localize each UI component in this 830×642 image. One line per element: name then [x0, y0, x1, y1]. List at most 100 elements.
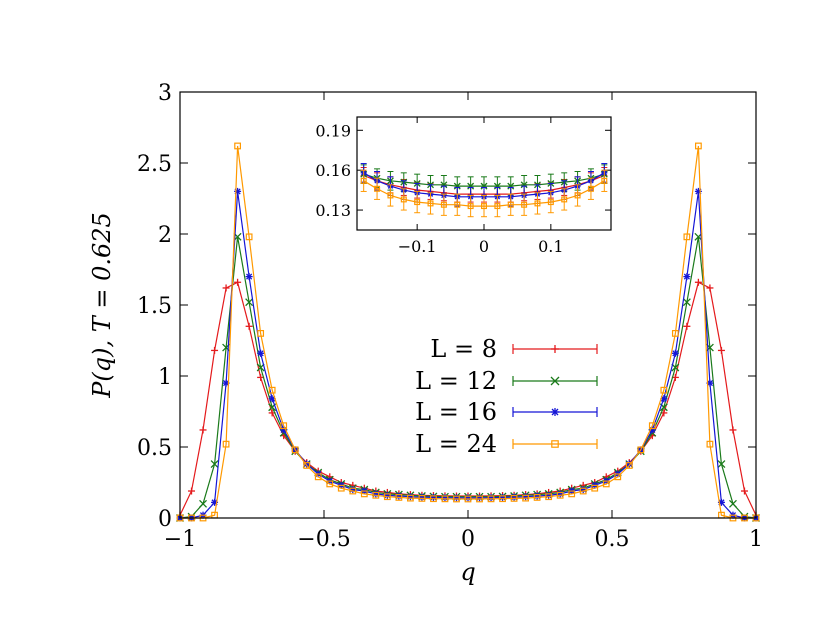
y-tick-label: 2 [158, 223, 172, 248]
inset-y-tick-label: 0.16 [315, 161, 351, 180]
inset-data-point [414, 199, 421, 206]
data-point [694, 187, 702, 195]
data-point [280, 422, 288, 430]
data-point [407, 494, 414, 502]
inset-data-point [440, 181, 448, 189]
data-point [682, 298, 691, 307]
data-point [245, 322, 253, 330]
data-point [257, 349, 265, 357]
data-point [326, 480, 334, 488]
data-point [337, 484, 345, 492]
data-point [291, 446, 299, 454]
inset-data-point [587, 185, 594, 192]
inset-error-bar [481, 194, 487, 218]
x-tick-label: 0 [461, 527, 475, 552]
inset-error-bar [587, 177, 594, 200]
data-point [234, 187, 242, 195]
main-plot: 0 0.5 1 1.5 2 2.5 3 −1 −0.5 0 0.5 1 q P(q), T = 0.625 [88, 81, 763, 586]
data-point [602, 480, 610, 488]
data-point [545, 493, 553, 501]
data-point [660, 386, 668, 394]
inset-data-point [360, 177, 367, 184]
data-point [199, 426, 207, 434]
legend-label: L = 12 [415, 367, 497, 395]
data-point [729, 499, 737, 508]
plot-frame [179, 91, 757, 519]
inset-frame [356, 116, 612, 231]
data-point [211, 346, 219, 354]
y-tick-label: 2.5 [137, 152, 172, 177]
inset-data-point [387, 192, 394, 199]
data-point [210, 460, 219, 468]
data-point [556, 491, 564, 499]
inset-data-point [574, 192, 581, 199]
legend-marker [551, 408, 559, 416]
inset-error-bar [467, 194, 474, 218]
inset-x-tick-label: 0 [479, 237, 489, 256]
series-l24 [176, 142, 760, 522]
data-point [199, 499, 207, 508]
x-tick-label: −1 [164, 527, 196, 552]
data-point [360, 490, 368, 498]
data-point [245, 298, 254, 307]
inset-error-bar [374, 177, 381, 200]
inset-data-point [493, 182, 501, 190]
data-point [625, 462, 633, 469]
data-point [418, 495, 426, 502]
data-point [510, 495, 518, 502]
data-point [188, 487, 196, 495]
inset-data-point [601, 177, 608, 184]
inset-error-bar [521, 193, 528, 216]
data-point [441, 495, 449, 503]
inset-error-bar [494, 194, 501, 218]
y-axis-label: P(q), T = 0.625 [88, 212, 116, 399]
data-point [648, 422, 656, 430]
data-point [533, 494, 541, 501]
legend-label: L = 8 [430, 335, 497, 363]
data-point [487, 495, 495, 503]
data-point [729, 426, 737, 434]
data-point [694, 142, 702, 150]
y-tick-label: 0 [158, 507, 172, 532]
inset-data-point [507, 182, 515, 190]
legend-entry: L = 12 [415, 367, 598, 395]
data-point [234, 278, 242, 286]
data-point [740, 487, 748, 495]
data-point [614, 473, 622, 481]
inset-data-point [480, 182, 488, 190]
data-point [637, 446, 645, 454]
inset-error-bar [360, 169, 367, 192]
legend-marker [551, 345, 559, 353]
data-point [683, 322, 691, 330]
y-tick-label: 3 [158, 81, 172, 106]
inset-data-point [521, 201, 528, 208]
data-point [522, 494, 529, 502]
data-point [314, 473, 322, 481]
inset-x-tick-label: 0.1 [538, 237, 563, 256]
inset-plot: 0.13 0.16 0.19 −0.1 0 0.1 [315, 116, 612, 256]
legend-entry: L = 8 [430, 335, 598, 363]
data-point [257, 330, 265, 337]
legend-label: L = 24 [415, 430, 497, 458]
data-point [568, 490, 576, 498]
x-tick-label: 1 [749, 527, 763, 552]
data-point [671, 349, 679, 357]
data-point [717, 346, 725, 354]
data-point [372, 491, 380, 499]
inset-data-point [400, 196, 407, 203]
legend-entry: L = 24 [415, 430, 598, 458]
y-tick-label: 0.5 [137, 436, 172, 461]
inset-y-tick-label: 0.13 [315, 201, 351, 220]
data-point [717, 460, 726, 468]
data-point [256, 363, 265, 372]
inset-error-bar [507, 193, 514, 216]
data-point [671, 363, 680, 372]
data-point [245, 233, 253, 241]
inset-error-bar [547, 190, 554, 214]
inset-error-bar [454, 193, 461, 216]
data-point [268, 386, 276, 394]
data-point [222, 440, 230, 448]
inset-data-point [467, 182, 475, 190]
